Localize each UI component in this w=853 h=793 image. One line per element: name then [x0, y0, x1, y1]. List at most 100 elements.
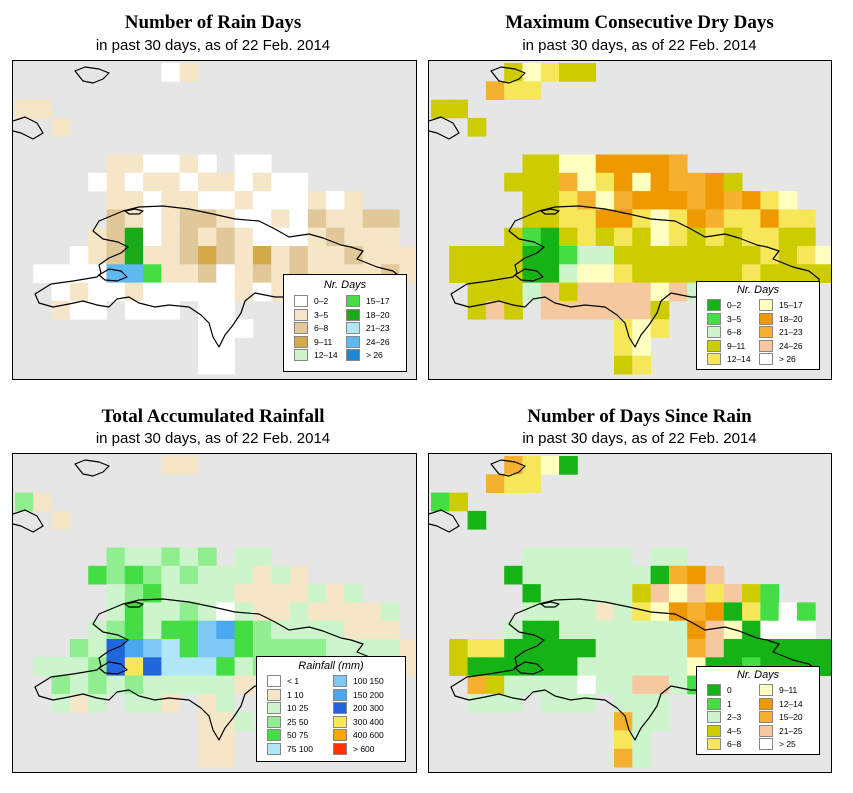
grid-cell — [271, 620, 290, 640]
legend-swatch — [707, 299, 721, 311]
grid-cell — [485, 282, 505, 302]
grid-cell — [540, 620, 560, 640]
grid-cell — [614, 547, 633, 567]
grid-cell — [650, 639, 670, 658]
grid-cell — [632, 693, 651, 713]
island-outline — [13, 116, 44, 140]
grid-cell — [540, 657, 560, 676]
grid-cell — [307, 246, 327, 265]
island-outline — [490, 66, 526, 84]
grid-cell — [161, 282, 181, 302]
grid-cell — [723, 620, 743, 640]
grid-cell — [143, 264, 162, 283]
grid-cell — [650, 191, 670, 210]
legend-label: 6–8 — [727, 327, 742, 338]
grid-cell — [467, 246, 487, 265]
grid-cell — [522, 584, 542, 603]
grid-cell — [723, 584, 743, 603]
grid-cell — [577, 584, 597, 603]
grid-cell — [614, 172, 633, 192]
grid-cell — [179, 657, 199, 676]
grid-cell — [381, 246, 400, 265]
grid-cell — [522, 209, 542, 229]
grid-cell — [632, 154, 651, 174]
grid-cell — [88, 620, 107, 640]
legend-swatch — [333, 715, 347, 728]
grid-cell — [252, 639, 272, 658]
grid-cell — [326, 246, 345, 265]
legend-label: 18–20 — [366, 309, 390, 320]
grid-cell — [760, 227, 780, 247]
legend-label: 150 200 — [353, 689, 384, 700]
grid-cell — [271, 584, 290, 603]
legend-label: 9–11 — [779, 685, 798, 695]
island-outline — [490, 459, 526, 477]
grid-cell — [431, 99, 450, 119]
grid-cell — [106, 172, 126, 192]
grid-cell — [344, 227, 364, 247]
grid-cell — [540, 227, 560, 247]
grid-cell — [687, 227, 706, 247]
legend-swatch — [707, 353, 721, 366]
grid-cell — [559, 657, 578, 676]
grid-cell — [540, 154, 560, 174]
grid-cell — [742, 246, 761, 265]
grid-cell — [595, 282, 615, 302]
grid-cell — [431, 492, 450, 512]
grid-cell — [540, 565, 560, 585]
grid-cell — [632, 584, 651, 603]
grid-cell — [632, 227, 651, 247]
grid-cell — [687, 246, 706, 265]
panel-dry-days: Maximum Consecutive Dry Days in past 30 … — [426, 0, 853, 396]
grid-cell — [815, 246, 831, 265]
grid-cell — [614, 602, 633, 622]
grid-cell — [143, 154, 162, 174]
grid-cell — [326, 209, 345, 229]
grid-cell — [632, 191, 651, 210]
grid-cell — [161, 584, 181, 603]
grid-cell — [687, 584, 706, 603]
grid-cell — [797, 620, 816, 640]
legend-swatch — [294, 349, 308, 362]
grid-cell — [234, 264, 254, 283]
grid-cell — [614, 639, 633, 658]
grid-cell — [143, 602, 162, 622]
legend-swatch — [346, 322, 360, 335]
grid-cell — [522, 63, 542, 82]
grid-cell — [51, 282, 71, 302]
grid-cell — [234, 172, 254, 192]
grid-cell — [559, 693, 578, 713]
grid-cell — [760, 584, 780, 603]
grid-cell — [216, 639, 235, 658]
grid-cell — [344, 602, 364, 622]
grid-cell — [614, 337, 633, 357]
grid-cell — [485, 639, 505, 658]
grid-cell — [540, 191, 560, 210]
panel-since-rain: Number of Days Since Rain in past 30 day… — [426, 396, 853, 793]
grid-cell — [577, 191, 597, 210]
grid-cell — [540, 584, 560, 603]
grid-cell — [522, 602, 542, 622]
grid-cell — [106, 584, 126, 603]
grid-cell — [504, 620, 523, 640]
grid-cell — [485, 657, 505, 676]
grid-cell — [614, 355, 633, 375]
grid-cell — [216, 620, 235, 640]
grid-cell — [522, 191, 542, 210]
grid-cell — [577, 693, 597, 713]
grid-cell — [161, 246, 181, 265]
grid-cell — [760, 620, 780, 640]
grid-cell — [614, 730, 633, 750]
grid-cell — [595, 209, 615, 229]
grid-cell — [559, 620, 578, 640]
legend-label: 9–11 — [727, 340, 746, 351]
grid-cell — [289, 565, 309, 585]
grid-cell — [632, 355, 651, 375]
grid-cell — [234, 675, 254, 695]
grid-cell — [271, 602, 290, 622]
grid-cell — [88, 565, 107, 585]
legend-label: < 1 — [287, 676, 300, 686]
grid-cell — [559, 246, 578, 265]
grid-cell — [614, 748, 633, 768]
grid-cell — [668, 227, 688, 247]
